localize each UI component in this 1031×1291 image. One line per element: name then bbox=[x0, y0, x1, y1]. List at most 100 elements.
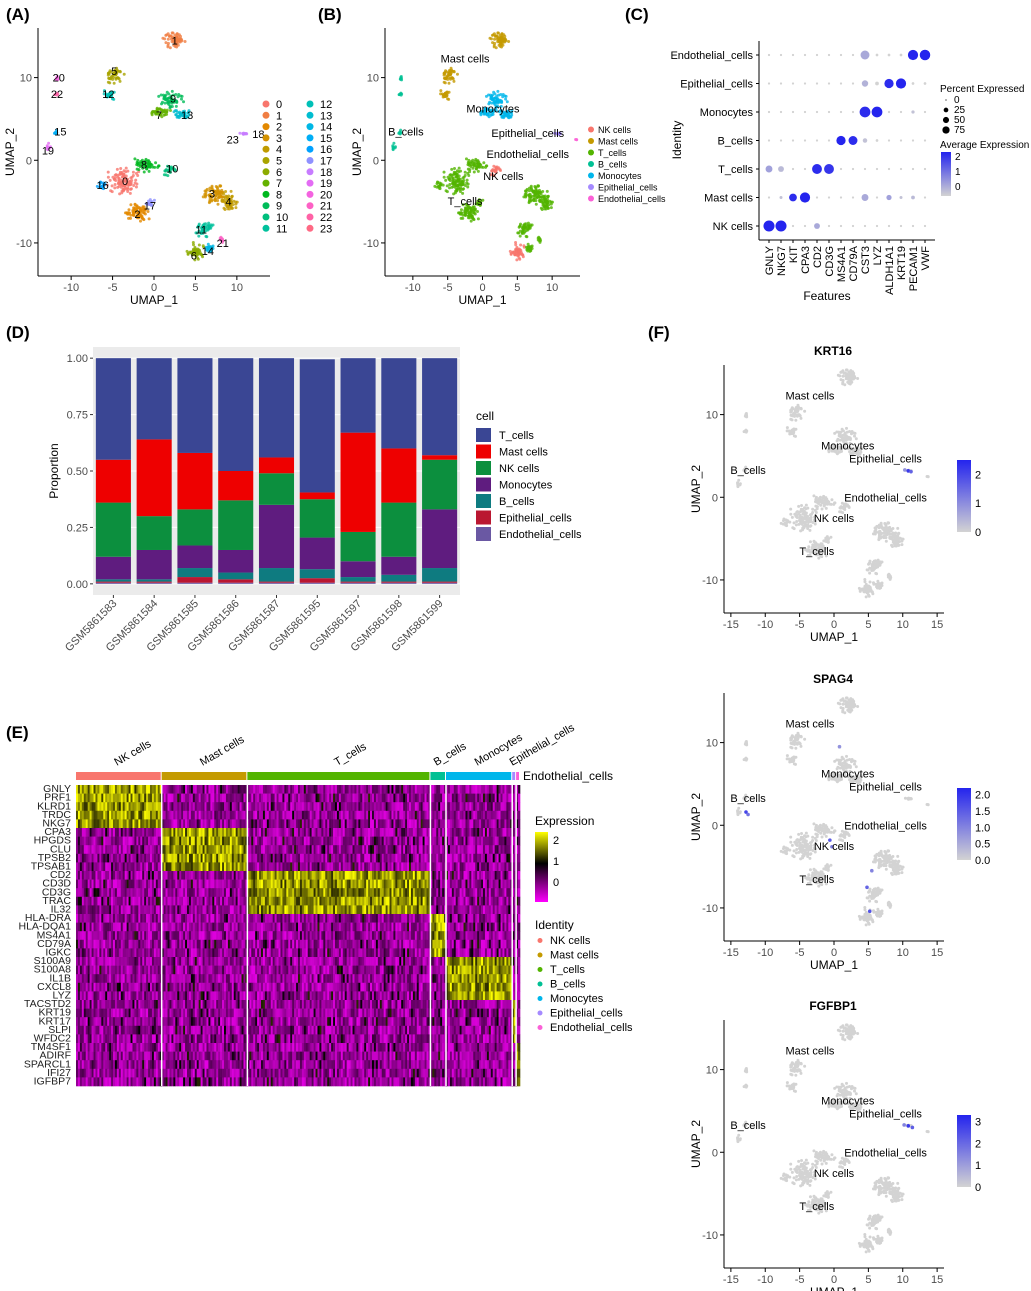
a-cell-point bbox=[157, 164, 161, 168]
e-heat-cell bbox=[150, 879, 153, 889]
e-heat-cell bbox=[151, 810, 155, 820]
e-heat-cell bbox=[114, 888, 118, 898]
e-heat-cell bbox=[216, 810, 219, 820]
e-heat-cell bbox=[500, 828, 503, 837]
e-heat-cell bbox=[192, 853, 196, 863]
e-heat-cell bbox=[375, 862, 379, 872]
e-heat-cell bbox=[403, 879, 406, 889]
e-heat-cell bbox=[399, 819, 402, 829]
e-heat-cell bbox=[153, 819, 157, 829]
e-heat-cell bbox=[122, 828, 125, 837]
e-heat-cell bbox=[146, 793, 149, 803]
e-heat-cell bbox=[249, 819, 252, 829]
e-heat-cell bbox=[227, 871, 231, 880]
e-heat-cell bbox=[477, 871, 480, 880]
e-heat-cell bbox=[409, 879, 412, 889]
e-heat-cell bbox=[220, 785, 223, 794]
e-heat-cell bbox=[253, 819, 256, 829]
e-heat-cell bbox=[105, 853, 108, 863]
b-cell-point bbox=[538, 240, 542, 244]
e-heat-cell bbox=[422, 793, 425, 803]
e-heat-cell bbox=[278, 802, 281, 812]
a-cell-point bbox=[172, 40, 176, 44]
e-heat-cell bbox=[399, 828, 402, 837]
e-heat-cell bbox=[366, 862, 369, 872]
e-heat-cell bbox=[342, 828, 346, 837]
e-heat-cell bbox=[364, 802, 367, 812]
a-cell-point bbox=[147, 169, 151, 173]
e-heat-cell bbox=[280, 879, 283, 889]
a-x-tick-label: -5 bbox=[108, 282, 118, 294]
e-heat-cell bbox=[76, 879, 79, 889]
b-cell-point bbox=[529, 198, 533, 202]
d-bar-monocytes bbox=[258, 504, 295, 569]
d-bar-t-cells bbox=[340, 358, 376, 433]
e-heat-cell bbox=[461, 853, 464, 863]
e-heat-cell bbox=[459, 785, 462, 794]
e-heat-cell bbox=[190, 862, 194, 872]
e-heat-cell bbox=[126, 828, 129, 837]
d-legend-swatch-monocytes bbox=[476, 477, 491, 492]
e-heat-cell bbox=[373, 819, 377, 829]
e-heat-cell bbox=[488, 785, 492, 794]
d-bar-mast-cells bbox=[177, 452, 213, 510]
e-heat-cell bbox=[366, 793, 369, 803]
e-heat-cell bbox=[298, 793, 301, 803]
e-heat-cell bbox=[103, 871, 106, 880]
e-heat-cell bbox=[477, 785, 480, 794]
e-heat-cell bbox=[401, 810, 404, 820]
e-heat-cell bbox=[327, 862, 330, 872]
e-heat-cell bbox=[313, 879, 316, 889]
e-heat-cell bbox=[251, 810, 254, 820]
b-x-tick-label: -10 bbox=[405, 282, 421, 294]
e-heat-cell bbox=[264, 871, 268, 880]
e-heat-cell bbox=[95, 785, 98, 794]
e-heat-cell bbox=[319, 871, 322, 880]
b-cell-point bbox=[521, 255, 525, 259]
e-heat-cell bbox=[241, 828, 244, 837]
e-heat-cell bbox=[298, 810, 301, 820]
e-heat-cell bbox=[220, 810, 223, 820]
d-legend-swatch-nk-cells bbox=[476, 461, 491, 475]
e-heat-cell bbox=[457, 785, 460, 794]
e-heat-cell bbox=[442, 862, 445, 872]
e-heat-cell bbox=[397, 871, 400, 880]
e-heat-cell bbox=[134, 853, 137, 863]
e-heat-cell bbox=[459, 862, 462, 872]
e-heat-cell bbox=[235, 785, 238, 794]
a-cluster-label: 19 bbox=[42, 145, 54, 157]
e-heat-cell bbox=[449, 785, 453, 794]
e-heat-cell bbox=[140, 819, 143, 829]
b-cell-point bbox=[448, 183, 452, 187]
c-dot bbox=[775, 220, 787, 232]
e-heat-cell bbox=[210, 810, 213, 820]
e-heat-cell bbox=[426, 785, 429, 794]
e-heat-cell bbox=[124, 853, 127, 863]
b-cell-point bbox=[399, 93, 403, 97]
e-heat-cell bbox=[196, 888, 199, 898]
e-heat-cell bbox=[420, 793, 423, 803]
e-heat-cell bbox=[342, 810, 346, 820]
e-heat-cell bbox=[407, 793, 410, 803]
e-heat-cell bbox=[362, 828, 365, 837]
e-heat-cell bbox=[206, 785, 209, 794]
e-heat-cell bbox=[101, 802, 104, 812]
e-heat-cell bbox=[305, 862, 309, 872]
e-heat-cell bbox=[449, 836, 453, 846]
a-cell-point bbox=[124, 166, 128, 170]
e-heat-cell bbox=[116, 845, 120, 855]
e-heat-cell bbox=[151, 836, 155, 846]
e-heat-cell bbox=[144, 793, 147, 803]
e-heat-cell bbox=[241, 853, 244, 863]
b-cell-point bbox=[518, 248, 522, 252]
e-heat-cell bbox=[116, 879, 120, 889]
e-heat-cell bbox=[243, 785, 246, 794]
e-heat-cell bbox=[500, 845, 503, 855]
e-heat-cell bbox=[438, 819, 441, 829]
e-heat-cell bbox=[496, 819, 499, 829]
e-heat-cell bbox=[150, 836, 153, 846]
e-heat-cell bbox=[251, 871, 254, 880]
e-heat-cell bbox=[465, 845, 468, 855]
e-heat-cell bbox=[385, 828, 388, 837]
e-heat-cell bbox=[401, 793, 404, 803]
